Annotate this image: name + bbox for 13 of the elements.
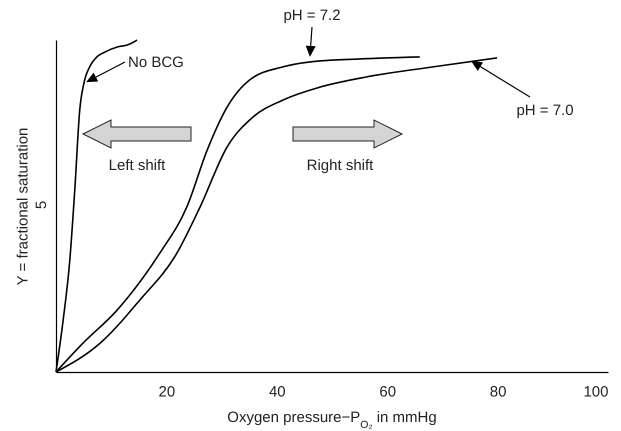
x-tick-label: 60 — [379, 384, 396, 400]
x-tick-label: 40 — [268, 384, 286, 400]
annotation: Left shift — [108, 157, 166, 174]
annotation: Right shift — [306, 157, 374, 174]
legend-label: No BCG — [128, 54, 184, 71]
text: pH = 7.0 — [516, 102, 574, 119]
x-axis-title: Oxygen pressure−P$_{O₂}$ in mmHg — [227, 409, 437, 431]
text: pH = 7.2 — [283, 7, 341, 24]
x-tick-label: 80 — [490, 384, 506, 400]
y-axis-title: Y = fractional saturation — [14, 128, 32, 286]
x-tick-label: 20 — [158, 384, 176, 400]
text: 5 — [33, 200, 50, 210]
x-tick-label: 100 — [583, 384, 608, 400]
